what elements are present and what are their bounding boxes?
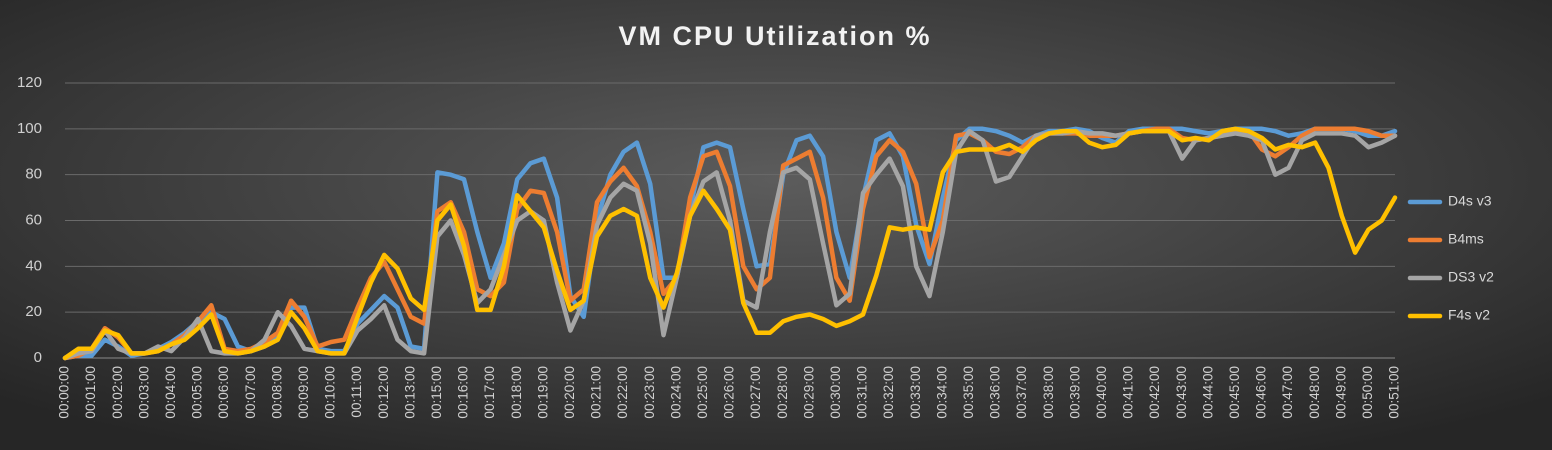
x-tick-label: 00:02:00 xyxy=(110,366,125,419)
x-tick-label: 00:42:00 xyxy=(1147,366,1162,419)
x-tick-label: 00:09:00 xyxy=(296,366,311,419)
x-tick-label: 00:03:00 xyxy=(136,366,151,419)
y-tick-label: 120 xyxy=(17,74,42,91)
series-line xyxy=(62,126,1398,361)
x-tick-label: 00:29:00 xyxy=(801,366,816,419)
x-tick-label: 00:46:00 xyxy=(1254,366,1269,419)
x-tick-label: 00:00:00 xyxy=(57,366,72,419)
x-tick-label: 00:13:00 xyxy=(402,366,417,419)
legend-label: D4s v3 xyxy=(1448,193,1492,209)
x-tick-label: 00:16:00 xyxy=(456,366,471,419)
x-tick-label: 00:51:00 xyxy=(1387,366,1402,419)
y-tick-label: 80 xyxy=(25,166,42,183)
x-tick-label: 00:15:00 xyxy=(429,366,444,419)
x-tick-label: 00:40:00 xyxy=(1094,366,1109,419)
y-tick-label: 60 xyxy=(25,211,42,228)
y-tick-label: 40 xyxy=(25,257,42,274)
x-tick-label: 00:44:00 xyxy=(1200,366,1215,419)
x-tick-label: 00:05:00 xyxy=(190,366,205,419)
x-tick-label: 00:43:00 xyxy=(1174,366,1189,419)
x-tick-label: 00:07:00 xyxy=(243,366,258,419)
lines xyxy=(62,126,1398,361)
x-tick-label: 00:41:00 xyxy=(1121,366,1136,419)
x-tick-label: 00:27:00 xyxy=(748,366,763,419)
x-tick-label: 00:26:00 xyxy=(722,366,737,419)
x-tick-label: 00:20:00 xyxy=(562,366,577,419)
x-tick-label: 00:47:00 xyxy=(1280,366,1295,419)
legend-label: DS3 v2 xyxy=(1448,269,1494,285)
x-tick-label: 00:38:00 xyxy=(1041,366,1056,419)
legend-label: F4s v2 xyxy=(1448,307,1490,323)
x-tick-label: 00:37:00 xyxy=(1014,366,1029,419)
x-tick-label: 00:31:00 xyxy=(855,366,870,419)
chart-title: VM CPU Utilization % xyxy=(618,21,931,51)
x-tick-label: 00:50:00 xyxy=(1360,366,1375,419)
x-tick-label: 00:24:00 xyxy=(668,366,683,419)
x-tick-label: 00:08:00 xyxy=(269,366,284,419)
x-tick-label: 00:25:00 xyxy=(695,366,710,419)
y-tick-label: 0 xyxy=(34,349,42,366)
x-tick-label: 00:48:00 xyxy=(1307,366,1322,419)
labels: 0 20 40 60 80 100 120 00:00:00 00:01:00 00:02:00 0… xyxy=(17,74,1494,419)
x-tick-label: 00:35:00 xyxy=(961,366,976,419)
x-tick-label: 00:11:00 xyxy=(349,366,364,418)
x-tick-label: 00:10:00 xyxy=(323,366,338,419)
x-tick-label: 00:01:00 xyxy=(83,366,98,419)
x-tick-label: 00:49:00 xyxy=(1333,366,1348,419)
x-tick-label: 00:33:00 xyxy=(908,366,923,419)
x-tick-label: 00:18:00 xyxy=(509,366,524,419)
x-tick-label: 00:36:00 xyxy=(988,366,1003,419)
x-tick-label: 00:39:00 xyxy=(1067,366,1082,419)
x-tick-label: 00:06:00 xyxy=(216,366,231,419)
y-tick-label: 20 xyxy=(25,303,42,320)
x-tick-label: 00:21:00 xyxy=(589,366,604,419)
x-tick-label: 00:22:00 xyxy=(615,366,630,419)
x-tick-label: 00:12:00 xyxy=(376,366,391,419)
y-tick-label: 100 xyxy=(17,120,42,137)
x-tick-label: 00:34:00 xyxy=(934,366,949,419)
x-tick-label: 00:28:00 xyxy=(775,366,790,419)
x-tick-label: 00:30:00 xyxy=(828,366,843,419)
x-tick-label: 00:23:00 xyxy=(642,366,657,419)
legend-label: B4ms xyxy=(1448,231,1484,247)
x-tick-label: 00:45:00 xyxy=(1227,366,1242,419)
x-tick-label: 00:32:00 xyxy=(881,366,896,419)
x-tick-label: 00:19:00 xyxy=(535,366,550,419)
x-tick-label: 00:04:00 xyxy=(163,366,178,419)
x-tick-label: 00:17:00 xyxy=(482,366,497,419)
